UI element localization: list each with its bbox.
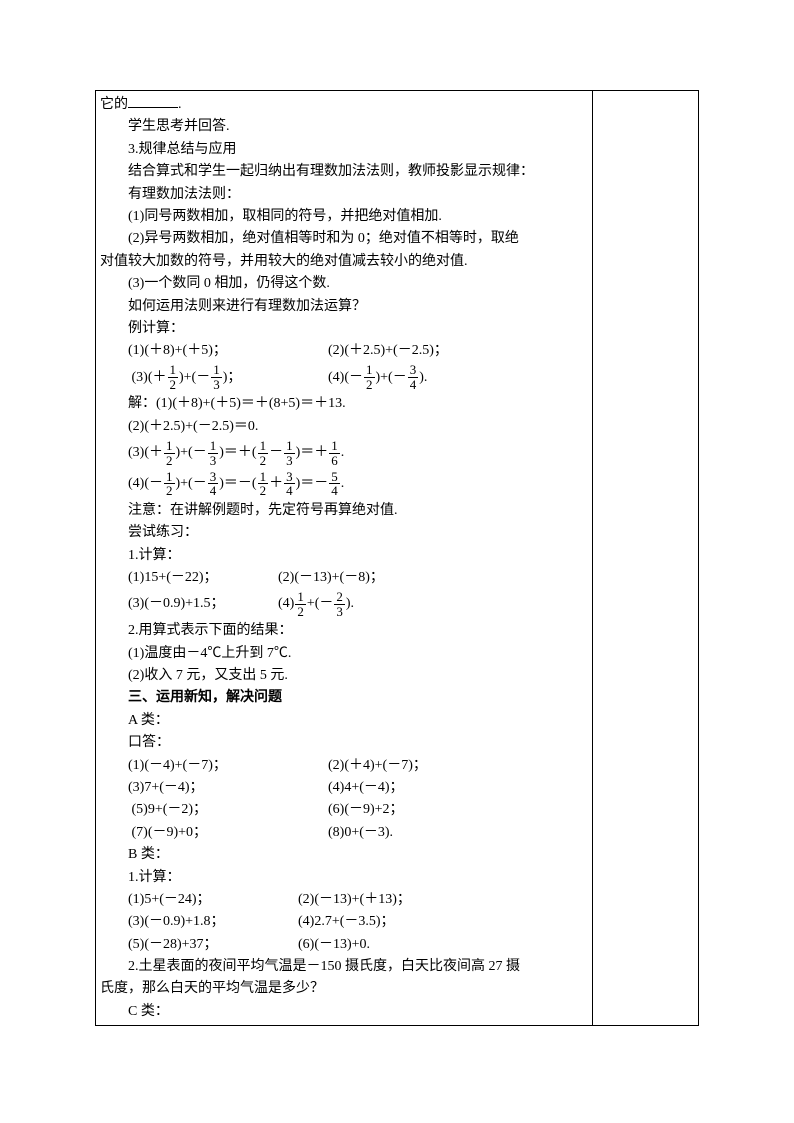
- math-item: (2)(＋4)+(－7)；: [328, 755, 588, 777]
- math-row: (3)(－0.9)+1.8； (4)2.7+(－3.5)；: [100, 911, 588, 933]
- math-item: (4)4+(－4)；: [328, 777, 588, 799]
- text-line: 对值较大加数的符号，并用较大的绝对值减去较小的绝对值.: [100, 251, 588, 273]
- text-line: 它的.: [100, 93, 588, 116]
- math-item: (1)15+(－22)；: [128, 567, 278, 589]
- text-line: A 类：: [100, 710, 588, 732]
- math-item: (2)(－13)+(－8)；: [278, 567, 588, 589]
- text-line: (1)同号两数相加，取相同的符号，并把绝对值相加.: [100, 206, 588, 228]
- math-row: (1)15+(－22)； (2)(－13)+(－8)；: [100, 567, 588, 589]
- text-line: 结合算式和学生一起归纳出有理数加法法则，教师投影显示规律：: [100, 161, 588, 183]
- math-item: (8)0+(－3).: [328, 822, 588, 844]
- text-line: (1)温度由－4℃上升到 7℃.: [100, 643, 588, 665]
- side-cell: [593, 91, 699, 1026]
- text-line: 1.计算：: [100, 867, 588, 889]
- math-row: (1)(＋8)+(＋5)； (2)(＋2.5)+(－2.5)；: [100, 340, 588, 362]
- heading-line: 三、运用新知，解决问题: [100, 687, 588, 709]
- math-item: (2)(＋2.5)+(－2.5)；: [328, 340, 588, 362]
- text-line: (2)收入 7 元，又支出 5 元.: [100, 665, 588, 687]
- math-item: (6)(－13)+0.: [298, 934, 588, 956]
- text-line: C 类：: [100, 1001, 588, 1023]
- math-item: (4)(－12)+(－34).: [328, 363, 588, 394]
- text-line: 注意：在讲解例题时，先定符号再算绝对值.: [100, 500, 588, 522]
- math-row: (3)(＋12)+(－13)； (4)(－12)+(－34).: [100, 363, 588, 394]
- math-item: (5)(－28)+37；: [128, 934, 298, 956]
- math-item: (3)7+(－4)；: [128, 777, 328, 799]
- text-line: 1.计算：: [100, 545, 588, 567]
- text-line: 如何运用法则来进行有理数加法运算？: [100, 296, 588, 318]
- math-item: (4)12+(－23).: [278, 589, 588, 620]
- text-line: (3)一个数同 0 相加，仍得这个数.: [100, 273, 588, 295]
- text-line: 氏度，那么白天的平均气温是多少？: [100, 978, 588, 1000]
- math-row: (1)5+(－24)； (2)(－13)+(＋13)；: [100, 889, 588, 911]
- math-item: (3)(＋12)+(－13)；: [128, 363, 328, 394]
- text-line: 解：(1)(＋8)+(＋5)＝＋(8+5)＝＋13.: [100, 393, 588, 415]
- text-line: (2)异号两数相加，绝对值相等时和为 0；绝对值不相等时，取绝: [100, 228, 588, 250]
- math-line: (3)(＋12)+(－13)＝＋(12－13)＝＋16.: [100, 438, 588, 469]
- math-row: (3)(－0.9)+1.5； (4)12+(－23).: [100, 589, 588, 620]
- math-item: (1)(－4)+(－7)；: [128, 755, 328, 777]
- math-row: (7)(－9)+0； (8)0+(－3).: [100, 822, 588, 844]
- fill-blank: [128, 93, 178, 108]
- text-line: B 类：: [100, 844, 588, 866]
- math-item: (3)(－0.9)+1.5；: [128, 589, 278, 620]
- math-row: (5)9+(－2)； (6)(－9)+2；: [100, 799, 588, 821]
- text-line: 口答：: [100, 732, 588, 754]
- math-line: (4)(－12)+(－34)＝－(12＋34)＝－54.: [100, 469, 588, 500]
- math-row: (3)7+(－4)； (4)4+(－4)；: [100, 777, 588, 799]
- text-line: 2.土星表面的夜间平均气温是－150 摄氏度，白天比夜间高 27 摄: [100, 956, 588, 978]
- math-item: (3)(－0.9)+1.8；: [128, 911, 298, 933]
- main-cell: 它的. 学生思考并回答. 3.规律总结与应用 结合算式和学生一起归纳出有理数加法…: [96, 91, 593, 1026]
- math-item: (1)5+(－24)；: [128, 889, 298, 911]
- math-item: (7)(－9)+0；: [128, 822, 328, 844]
- text-line: 尝试练习：: [100, 522, 588, 544]
- content-table: 它的. 学生思考并回答. 3.规律总结与应用 结合算式和学生一起归纳出有理数加法…: [95, 90, 699, 1026]
- math-row: (1)(－4)+(－7)； (2)(＋4)+(－7)；: [100, 755, 588, 777]
- text-line: 2.用算式表示下面的结果：: [100, 620, 588, 642]
- text-line: 例计算：: [100, 318, 588, 340]
- math-item: (6)(－9)+2；: [328, 799, 588, 821]
- math-item: (5)9+(－2)；: [128, 799, 328, 821]
- text-line: 3.规律总结与应用: [100, 139, 588, 161]
- text-line: 有理数加法法则：: [100, 184, 588, 206]
- text-line: (2)(＋2.5)+(－2.5)＝0.: [100, 416, 588, 438]
- math-item: (1)(＋8)+(＋5)；: [128, 340, 328, 362]
- math-item: (2)(－13)+(＋13)；: [298, 889, 588, 911]
- math-item: (4)2.7+(－3.5)；: [298, 911, 588, 933]
- text-line: 学生思考并回答.: [100, 116, 588, 138]
- math-row: (5)(－28)+37； (6)(－13)+0.: [100, 934, 588, 956]
